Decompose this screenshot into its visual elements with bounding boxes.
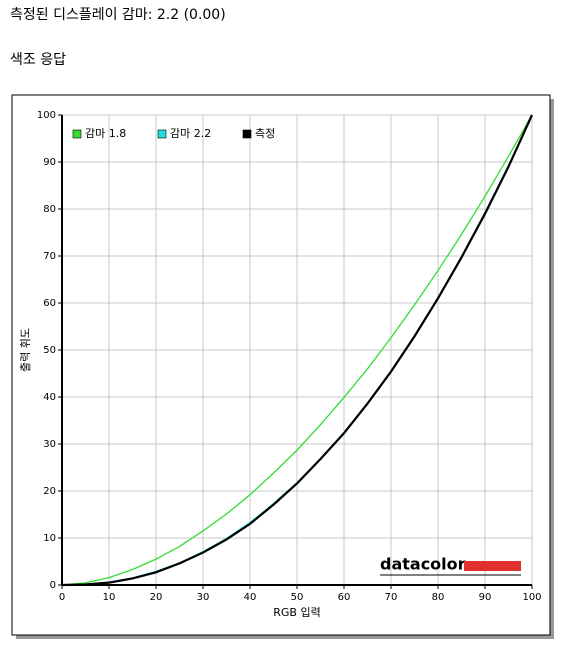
- x-tick-label: 70: [385, 592, 398, 603]
- x-tick-label: 30: [197, 592, 210, 603]
- x-tick-label: 90: [479, 592, 492, 603]
- y-tick-label: 90: [43, 157, 56, 168]
- series-line: [61, 114, 533, 586]
- x-tick-label: 60: [338, 592, 351, 603]
- legend-swatch: [242, 129, 252, 139]
- x-tick-label: 40: [244, 592, 257, 603]
- x-tick-label: 0: [59, 592, 65, 603]
- y-tick-label: 100: [37, 110, 56, 121]
- y-tick-label: 10: [43, 533, 56, 544]
- y-tick-label: 0: [50, 580, 56, 591]
- series-line: [61, 114, 534, 587]
- page-title: 측정된 디스플레이 감마: 2.2 (0.00): [10, 7, 226, 23]
- legend-swatch: [157, 129, 167, 139]
- x-tick-label: 80: [432, 592, 445, 603]
- x-tick-label: 50: [291, 592, 304, 603]
- legend-label: 감마 1.8: [85, 127, 126, 140]
- logo: datacolor: [380, 555, 466, 574]
- y-tick-label: 20: [43, 486, 56, 497]
- y-tick-label: 40: [43, 392, 56, 403]
- y-tick-label: 60: [43, 298, 56, 309]
- section-title: 색조 응답: [10, 52, 66, 68]
- x-tick-label: 100: [522, 592, 541, 603]
- x-axis-label: RGB 입력: [273, 606, 320, 619]
- y-tick-label: 80: [43, 204, 56, 215]
- y-tick-label: 50: [43, 345, 56, 356]
- y-tick-label: 70: [43, 251, 56, 262]
- legend-label: 측정: [255, 127, 275, 140]
- legend-swatch: [72, 129, 82, 139]
- legend-label: 감마 2.2: [170, 127, 211, 140]
- y-axis-label: 출력 휘도: [19, 328, 32, 372]
- x-tick-label: 10: [103, 592, 116, 603]
- y-tick-label: 30: [43, 439, 56, 450]
- logo-bar: [464, 561, 521, 571]
- x-tick-label: 20: [150, 592, 163, 603]
